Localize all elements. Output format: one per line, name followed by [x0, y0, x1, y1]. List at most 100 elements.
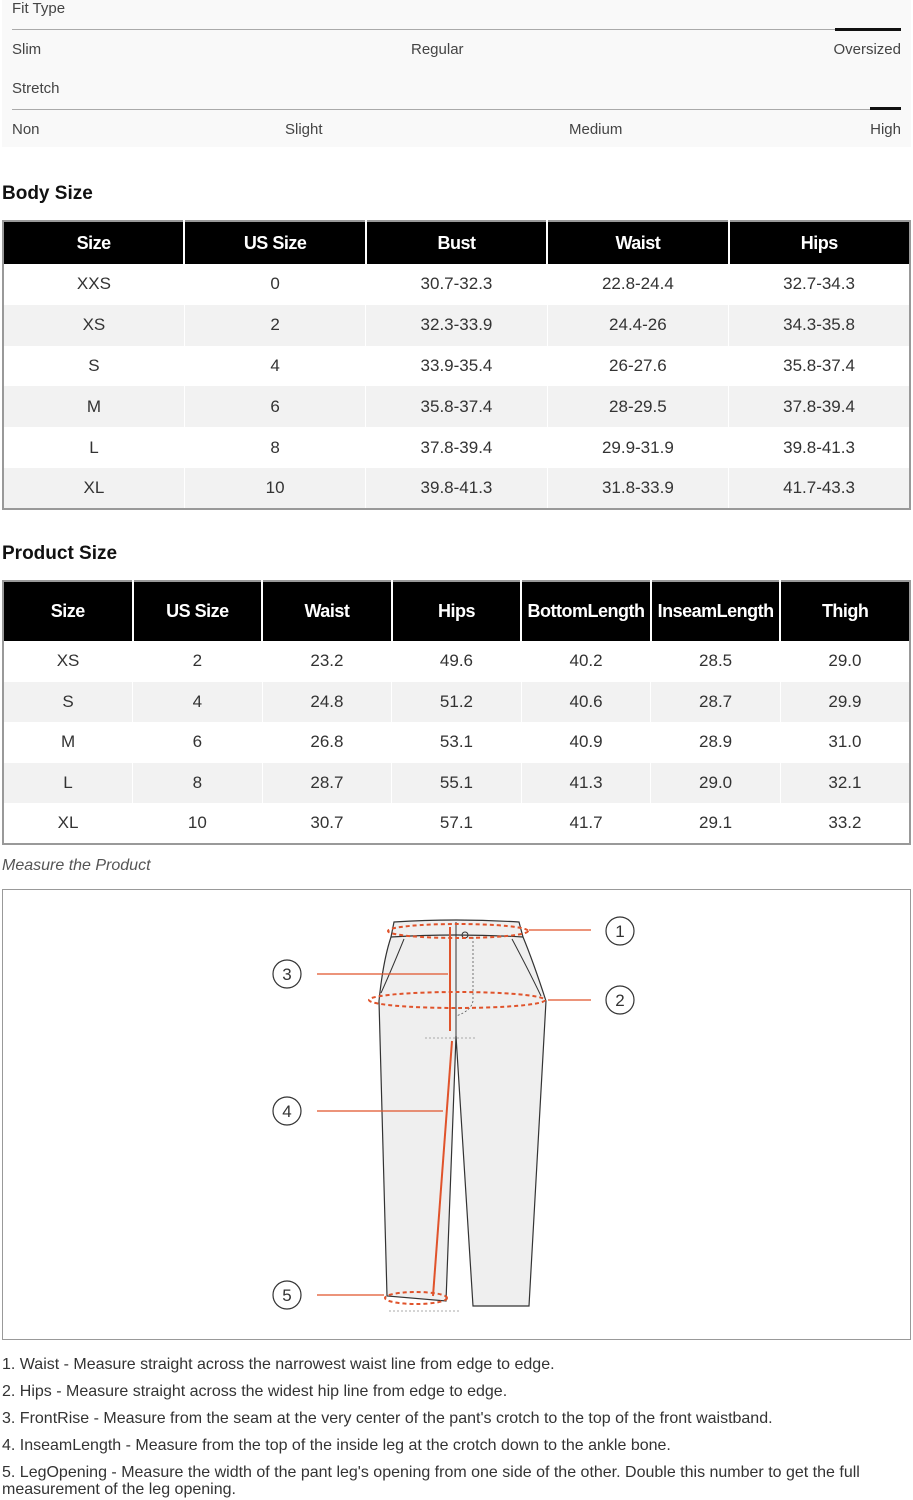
table-cell: 33.9-35.4 [365, 345, 548, 387]
table-cell: 34.3-35.8 [728, 304, 910, 346]
column-header: Hips [727, 221, 910, 264]
table-cell: 40.9 [520, 722, 651, 763]
table-cell: 53.1 [391, 722, 522, 763]
column-header: Thigh [779, 581, 910, 641]
table-cell: 35.8-37.4 [365, 386, 548, 428]
column-header: BottomLength [520, 581, 651, 641]
table-cell: 23.2 [261, 641, 392, 682]
fit-option: Slim [12, 41, 42, 58]
table-cell: S [2, 345, 185, 387]
measure-diagram: 1 2 3 4 5 [2, 889, 911, 1340]
table-cell: 24.4-26 [546, 304, 729, 346]
column-header: Hips [390, 581, 522, 641]
fit-type-scale [12, 29, 901, 30]
table-cell: XXS [2, 264, 185, 305]
table-cell: 8 [132, 762, 263, 804]
table-cell: 37.8-39.4 [728, 386, 910, 428]
fit-option: Regular [411, 41, 464, 58]
table-cell: S [2, 681, 133, 723]
body-size-table: Size US Size Bust Waist Hips XXS 0 30.7-32.3 22.… [2, 220, 911, 510]
table-cell: 29.1 [650, 803, 781, 844]
table-cell: 39.8-41.3 [728, 427, 910, 468]
table-cell: 2 [183, 304, 366, 346]
table-cell: 35.8-37.4 [728, 345, 910, 387]
column-header: Bust [364, 221, 548, 264]
note-front-rise: 3. FrontRise - Measure from the seam at … [2, 1410, 773, 1427]
table-row: M 6 26.8 53.1 40.9 28.9 31.0 [2, 722, 910, 763]
table-cell: XS [2, 304, 185, 346]
note-leg-opening: 5. LegOpening - Measure the width of the… [2, 1464, 860, 1498]
product-size-title: Product Size [2, 543, 118, 564]
stretch-indicator [870, 107, 901, 110]
marker-2 [605, 985, 635, 1015]
table-cell: 29.9-31.9 [546, 427, 729, 468]
table-cell: 6 [183, 386, 366, 428]
table-cell: 41.7 [520, 803, 651, 844]
pants-illustration: 1 2 3 4 5 [272, 916, 635, 1312]
table-cell: 29.0 [650, 762, 781, 804]
marker-3 [272, 959, 302, 989]
table-row: XL 10 30.7 57.1 41.7 29.1 33.2 [2, 803, 910, 844]
marker-label: 3 [282, 965, 291, 984]
table-cell: 4 [132, 681, 263, 723]
table-cell: 6 [132, 722, 263, 763]
column-header: Waist [261, 581, 392, 641]
table-cell: 28.9 [650, 722, 781, 763]
column-header: Size [3, 581, 133, 641]
table-cell: 41.7-43.3 [728, 467, 910, 509]
pants-outline [378, 919, 547, 1307]
table-row: XL 10 39.8-41.3 31.8-33.9 41.7-43.3 [2, 467, 910, 509]
table-cell: 30.7 [261, 803, 392, 844]
table-cell: M [2, 722, 133, 763]
table-cell: 29.0 [779, 641, 910, 682]
table-cell: XS [2, 641, 133, 682]
table-cell: 28-29.5 [546, 386, 729, 428]
table-cell: L [2, 762, 133, 804]
table-row: XS 2 23.2 49.6 40.2 28.5 29.0 [2, 641, 910, 682]
fit-panel: Fit Type Slim Regular Oversized Stretch … [2, 0, 911, 147]
table-row: L 8 28.7 55.1 41.3 29.0 32.1 [2, 762, 910, 804]
column-header: Waist [546, 221, 729, 264]
table-cell: M [2, 386, 185, 428]
table-cell: 31.8-33.9 [546, 467, 729, 509]
table-cell: 39.8-41.3 [365, 467, 548, 509]
column-header: Size [3, 221, 185, 264]
stretch-option: Non [12, 121, 40, 138]
table-row: S 4 33.9-35.4 26-27.6 35.8-37.4 [2, 345, 910, 387]
table-cell: 33.2 [779, 803, 910, 844]
table-cell: 28.5 [650, 641, 781, 682]
table-cell: L [2, 427, 185, 468]
table-cell: 28.7 [650, 681, 781, 723]
table-cell: 51.2 [391, 681, 522, 723]
stretch-option: Medium [569, 121, 623, 138]
table-cell: 8 [183, 427, 366, 468]
table-cell: 32.3-33.9 [365, 304, 548, 346]
stretch-scale [12, 109, 901, 110]
note-inseam: 4. InseamLength - Measure from the top o… [2, 1437, 671, 1454]
marker-4 [272, 1096, 302, 1126]
table-cell: 28.7 [261, 762, 392, 804]
table-cell: 41.3 [520, 762, 651, 804]
note-hips: 2. Hips - Measure straight across the wi… [2, 1383, 508, 1400]
table-cell: 4 [183, 345, 366, 387]
marker-label: 4 [282, 1102, 291, 1121]
note-waist: 1. Waist - Measure straight across the n… [2, 1356, 555, 1373]
table-cell: 40.2 [520, 641, 651, 682]
table-row: XXS 0 30.7-32.3 22.8-24.4 32.7-34.3 [2, 264, 910, 305]
table-cell: 31.0 [779, 722, 910, 763]
table-row: L 8 37.8-39.4 29.9-31.9 39.8-41.3 [2, 427, 910, 468]
table-cell: 57.1 [391, 803, 522, 844]
product-size-table: Size US Size Waist Hips BottomLength InseamLe… [2, 580, 911, 845]
fit-option: Oversized [833, 41, 901, 58]
table-row: S 4 24.8 51.2 40.6 28.7 29.9 [2, 681, 910, 723]
table-cell: 55.1 [391, 762, 522, 804]
table-cell: XL [2, 803, 133, 844]
stretch-option: Slight [285, 121, 323, 138]
table-cell: 29.9 [779, 681, 910, 723]
marker-label: 5 [282, 1286, 291, 1305]
measure-caption: Measure the Product [2, 857, 151, 874]
table-cell: 2 [132, 641, 263, 682]
stretch-option: High [870, 121, 901, 138]
table-cell: 26.8 [261, 722, 392, 763]
column-header: InseamLength [649, 581, 781, 641]
